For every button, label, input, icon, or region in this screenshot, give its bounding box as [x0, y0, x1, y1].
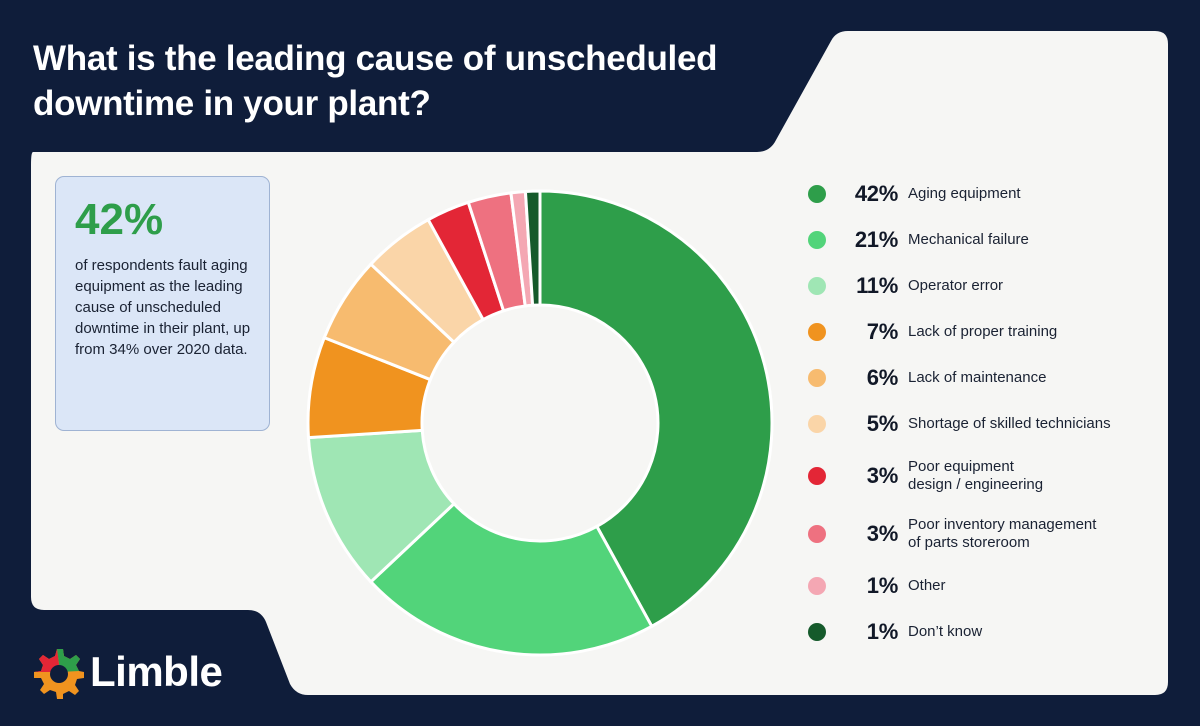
legend-item: 3% Poor equipment design / engineering [806, 458, 1186, 493]
callout-text: of respondents fault aging equipment as … [75, 257, 251, 358]
legend-label-line: Lack of maintenance [908, 369, 1047, 386]
legend-label: Lack of maintenance [908, 369, 1163, 387]
donut-slice-1 [538, 189, 774, 629]
legend-label: Aging equipment [908, 185, 1163, 203]
legend-label-line: Poor inventory management [908, 516, 1097, 533]
highlight-callout: 42% of respondents fault aging equipment… [55, 176, 270, 431]
brand-logo: Limble [30, 645, 223, 699]
legend-swatch [808, 415, 826, 433]
donut-slice-10 [523, 189, 542, 307]
legend-value: 7% [866, 319, 899, 344]
callout-value: 42% [75, 195, 164, 244]
legend-label-line: Lack of proper training [908, 323, 1058, 340]
legend-item: 21% Mechanical failure [806, 227, 1186, 252]
legend-label: Other [908, 577, 1163, 595]
donut-chart [306, 189, 774, 657]
legend-swatch [808, 369, 826, 387]
legend-value: 3% [866, 463, 899, 488]
legend-label: Poor equipment design / engineering [908, 458, 1163, 494]
legend-value: 1% [866, 619, 899, 644]
legend-value: 21% [854, 227, 898, 252]
legend-label-line: of parts storeroom [908, 534, 1030, 551]
legend-label: Shortage of skilled technicians [908, 415, 1163, 433]
legend-item: 1% Don’t know [806, 619, 1186, 644]
legend-item: 42% Aging equipment [806, 181, 1186, 206]
legend-value: 11% [856, 273, 898, 298]
legend-label-line: Other [908, 577, 946, 594]
chart-title: What is the leading cause of unscheduled… [33, 39, 718, 123]
gear-icon [34, 649, 84, 699]
legend-swatch [808, 323, 826, 341]
legend-label-line: Aging equipment [908, 185, 1021, 202]
brand-name: Limble [90, 648, 223, 695]
legend-value: 3% [866, 521, 899, 546]
legend-value: 1% [866, 573, 899, 598]
legend-label-line: design / engineering [908, 476, 1044, 493]
legend-label-line: Shortage of skilled technicians [908, 415, 1111, 432]
legend-swatch [808, 231, 826, 249]
donut-slice-2 [368, 501, 654, 657]
legend-swatch [808, 623, 826, 641]
legend-label: Lack of proper training [908, 323, 1163, 341]
legend-label: Poor inventory management of parts storer… [908, 516, 1163, 552]
legend-swatch [808, 467, 826, 485]
legend-value: 42% [854, 181, 898, 206]
legend-item: 7% Lack of proper training [806, 319, 1186, 344]
legend-swatch [808, 577, 826, 595]
legend-value: 5% [866, 411, 899, 436]
content-panel [31, 31, 1168, 695]
legend-swatch [808, 185, 826, 203]
legend-item: 11% Operator error [806, 273, 1186, 298]
legend-item: 3% Poor inventory management of parts stor… [806, 516, 1186, 551]
legend-value: 6% [866, 365, 899, 390]
legend-swatch [808, 277, 826, 295]
legend-label: Operator error [908, 277, 1163, 295]
legend-item: 1% Other [806, 573, 1186, 598]
legend-item: 6% Lack of maintenance [806, 365, 1186, 390]
legend-item: 5% Shortage of skilled technicians [806, 411, 1186, 436]
legend-label: Mechanical failure [908, 231, 1163, 249]
legend-label: Don’t know [908, 623, 1163, 641]
legend-swatch [808, 525, 826, 543]
legend-label-line: Poor equipment [908, 458, 1014, 475]
legend-label-line: Mechanical failure [908, 231, 1029, 248]
legend-label-line: Operator error [908, 277, 1004, 294]
legend-label-line: Don’t know [908, 623, 983, 640]
